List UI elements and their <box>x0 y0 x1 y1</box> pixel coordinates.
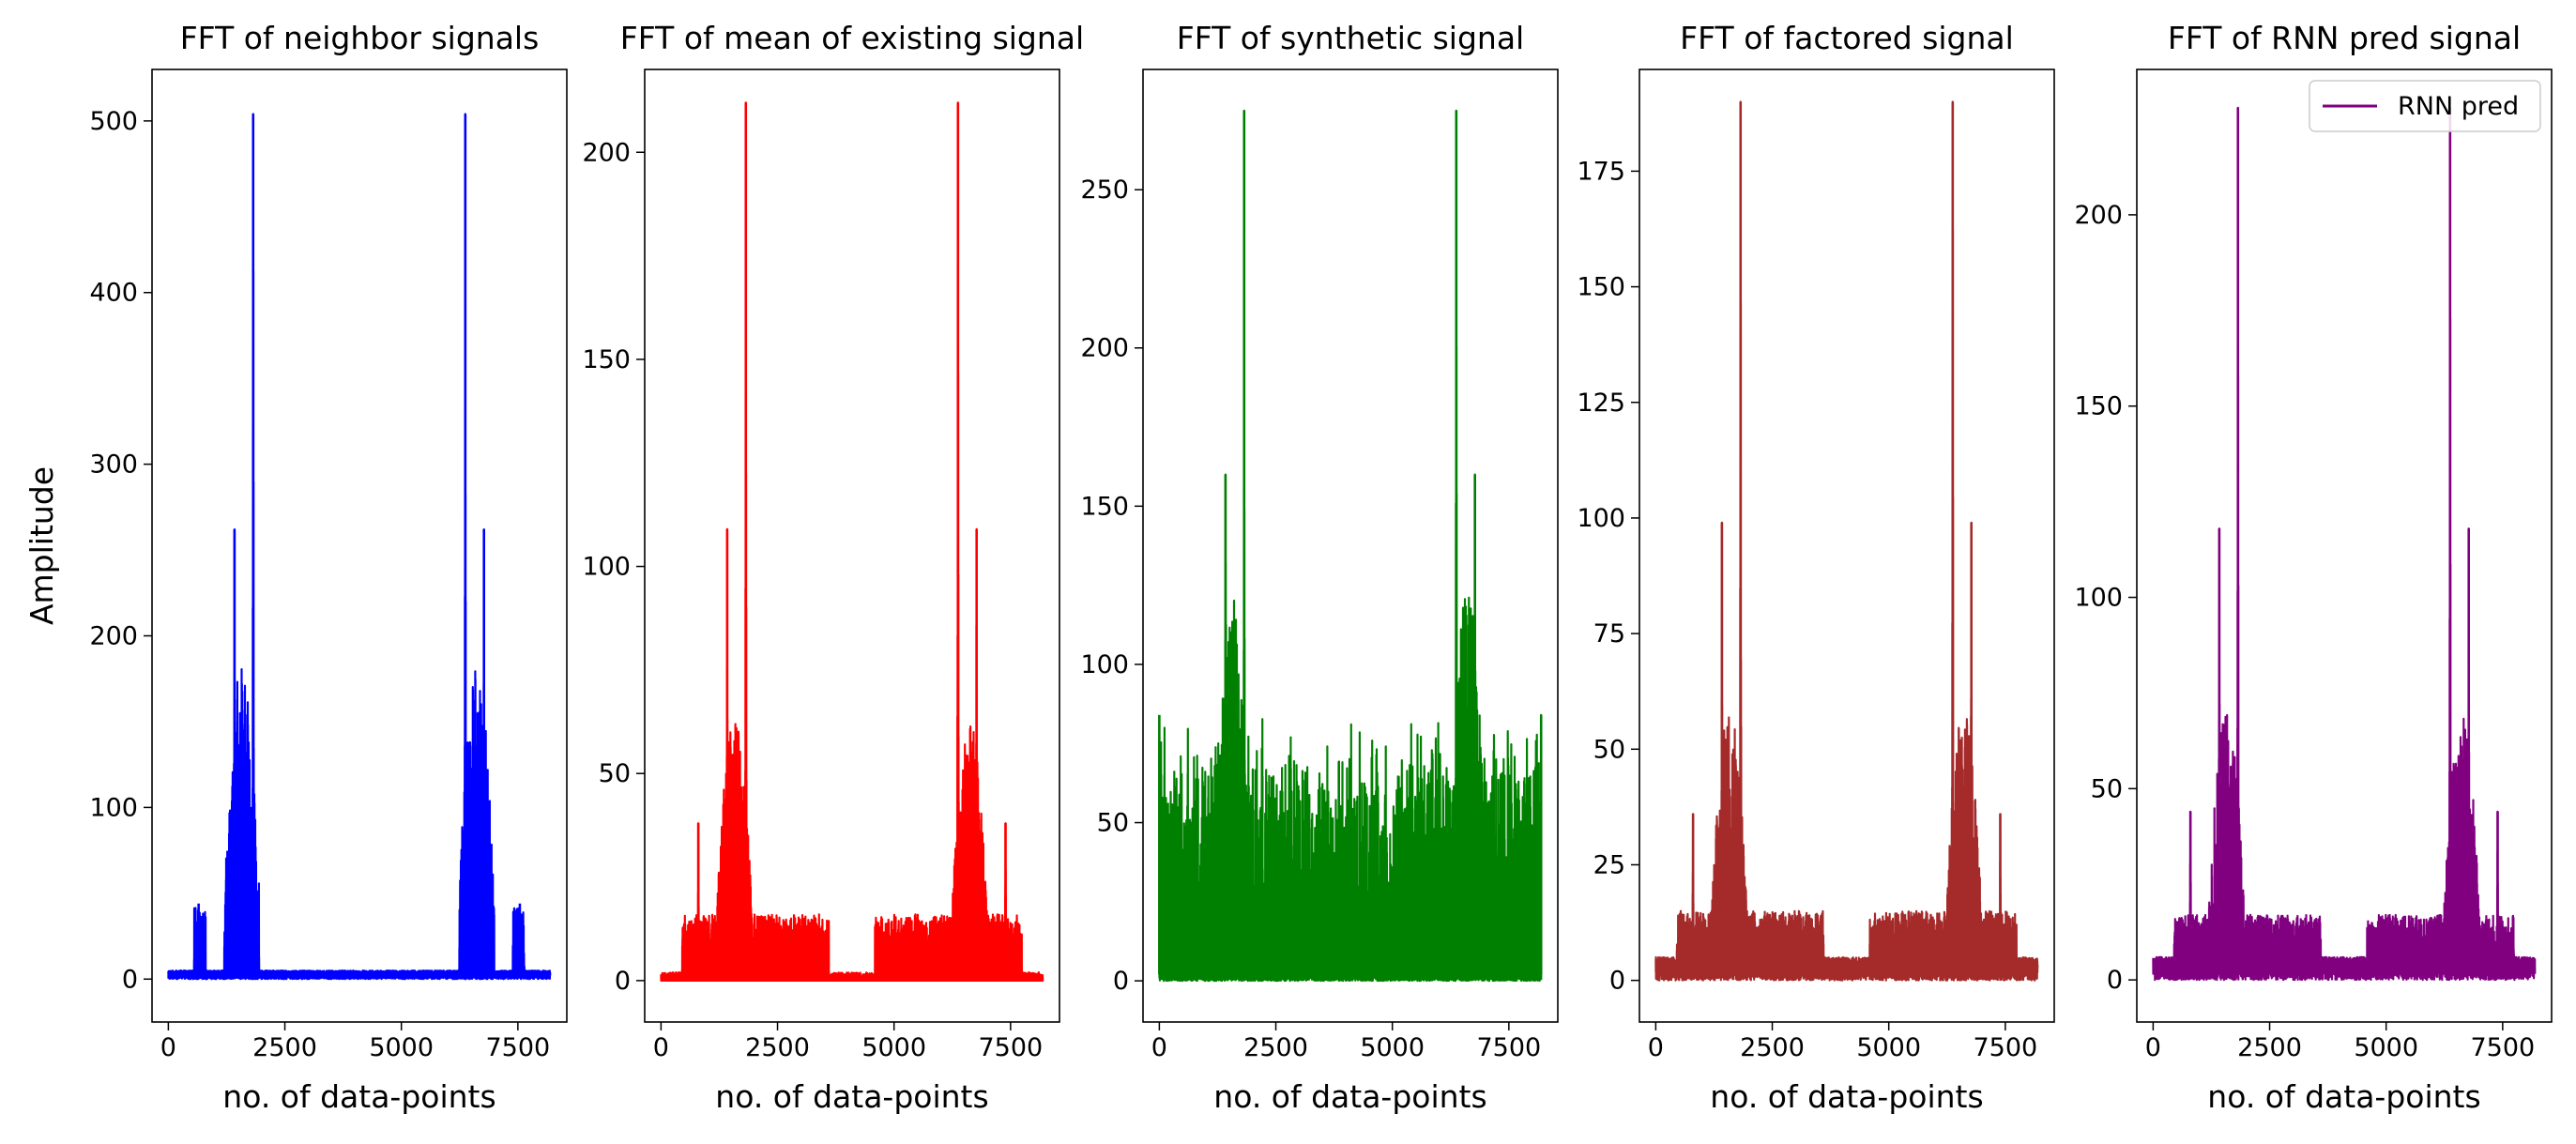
chart-title: FFT of synthetic signal <box>1177 20 1524 56</box>
chart-panel-2: 0 2500 5000 7500 0 50 100 150 200 FFT of mean of … <box>582 20 1084 1115</box>
y-tick-label: 0 <box>1113 967 1129 996</box>
legend: RNN pred <box>2309 80 2541 132</box>
series-line <box>660 101 1044 983</box>
x-tick-label: 5000 <box>861 1033 926 1062</box>
y-tick-label: 400 <box>89 279 138 308</box>
x-tick-label: 5000 <box>1856 1033 1921 1062</box>
x-axis-label: no. of data-points <box>715 1078 988 1115</box>
chart-panel-5: 0 2500 5000 7500 0 50 100 150 200 FFT of RNN pred… <box>2074 20 2553 1115</box>
x-tick-label: 7500 <box>485 1033 550 1062</box>
y-tick-label: 200 <box>89 622 138 651</box>
y-tick-label: 200 <box>1080 334 1129 363</box>
x-tick-label: 0 <box>1151 1033 1167 1062</box>
x-axis-label: no. of data-points <box>2207 1078 2480 1115</box>
x-axis-label: no. of data-points <box>1710 1078 1983 1115</box>
y-tick-label: 150 <box>582 345 631 374</box>
y-tick-label: 100 <box>1577 504 1625 533</box>
x-tick-label: 2500 <box>252 1033 317 1062</box>
axes-frame <box>1142 69 1559 1023</box>
axes-frame <box>644 69 1060 1023</box>
y-tick-label: 500 <box>89 107 138 136</box>
y-tick-label: 175 <box>1577 157 1625 186</box>
x-tick-label: 5000 <box>2354 1033 2418 1062</box>
x-tick-label: 0 <box>653 1033 669 1062</box>
x-axis-label: no. of data-points <box>222 1078 495 1115</box>
y-tick-label: 50 <box>1097 809 1129 838</box>
y-tick-label: 100 <box>2074 584 2123 613</box>
y-tick-label: 200 <box>582 138 631 167</box>
y-tick-label: 0 <box>1609 967 1625 996</box>
x-tick-label: 7500 <box>2470 1033 2535 1062</box>
series-line <box>1654 100 2039 982</box>
y-tick-label: 150 <box>1577 273 1625 302</box>
axes-frame <box>151 69 568 1023</box>
chart-panel-1: 0 2500 5000 7500 0 100 200 300 400 500 FFT of neig… <box>23 20 568 1115</box>
y-tick-label: 300 <box>89 450 138 480</box>
y-tick-label: 100 <box>1080 650 1129 679</box>
y-tick-label: 100 <box>582 553 631 582</box>
y-tick-label: 0 <box>615 967 631 996</box>
x-tick-label: 5000 <box>1360 1033 1425 1062</box>
y-tick-label: 50 <box>1593 735 1625 764</box>
y-tick-label: 50 <box>599 759 631 788</box>
x-tick-label: 0 <box>2145 1033 2161 1062</box>
series-line <box>2152 106 2537 982</box>
y-tick-label: 25 <box>1593 850 1625 879</box>
x-tick-label: 2500 <box>2237 1033 2302 1062</box>
y-tick-label: 150 <box>2074 392 2123 421</box>
chart-title: FFT of mean of existing signal <box>620 20 1084 56</box>
series-line <box>1158 109 1543 983</box>
legend-label: RNN pred <box>2398 92 2519 121</box>
chart-title: FFT of RNN pred signal <box>2168 20 2521 56</box>
chart-panel-4: 0 2500 5000 7500 0 25 50 75 100 125 150 175 FFT of f… <box>1577 20 2055 1115</box>
chart-title: FFT of factored signal <box>1680 20 2014 56</box>
x-tick-label: 7500 <box>1476 1033 1541 1062</box>
y-tick-label: 150 <box>1080 492 1129 521</box>
x-tick-label: 7500 <box>1973 1033 2037 1062</box>
y-tick-label: 50 <box>2091 774 2123 803</box>
x-tick-label: 0 <box>160 1033 176 1062</box>
x-tick-label: 0 <box>1648 1033 1664 1062</box>
x-axis-label: no. of data-points <box>1213 1078 1486 1115</box>
y-tick-label: 100 <box>89 793 138 822</box>
x-tick-label: 7500 <box>978 1033 1043 1062</box>
legend-box <box>2309 80 2541 132</box>
axes-frame <box>2136 69 2553 1023</box>
axes-frame <box>1639 69 2055 1023</box>
y-tick-label: 75 <box>1593 619 1625 648</box>
x-tick-label: 2500 <box>1740 1033 1805 1062</box>
x-tick-label: 2500 <box>1243 1033 1308 1062</box>
y-tick-label: 250 <box>1080 175 1129 205</box>
chart-title: FFT of neighbor signals <box>180 20 540 56</box>
y-axis-label: Amplitude <box>23 466 60 625</box>
x-tick-label: 5000 <box>369 1033 434 1062</box>
x-tick-label: 2500 <box>745 1033 810 1062</box>
y-tick-label: 200 <box>2074 201 2123 230</box>
y-tick-label: 0 <box>2107 966 2123 995</box>
y-tick-label: 125 <box>1577 389 1625 418</box>
chart-panel-3: 0 2500 5000 7500 0 50 100 150 200 250 FFT of synth… <box>1080 20 1559 1115</box>
y-tick-label: 0 <box>122 965 138 994</box>
series-line <box>167 113 552 981</box>
